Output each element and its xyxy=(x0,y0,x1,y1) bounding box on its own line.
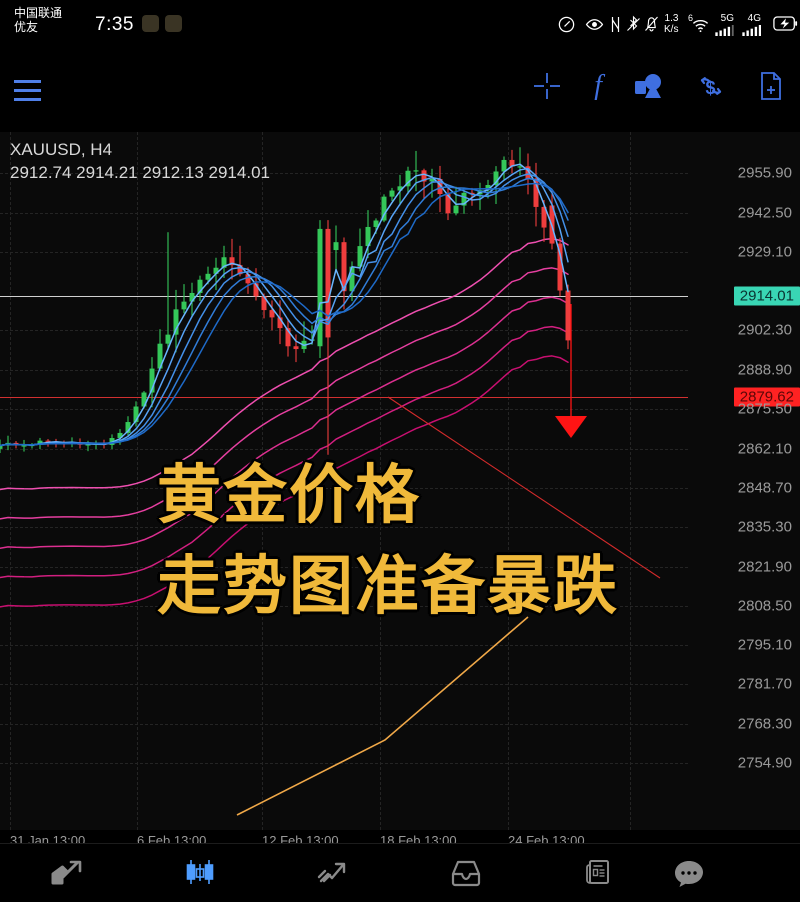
svg-text:$: $ xyxy=(706,78,716,98)
